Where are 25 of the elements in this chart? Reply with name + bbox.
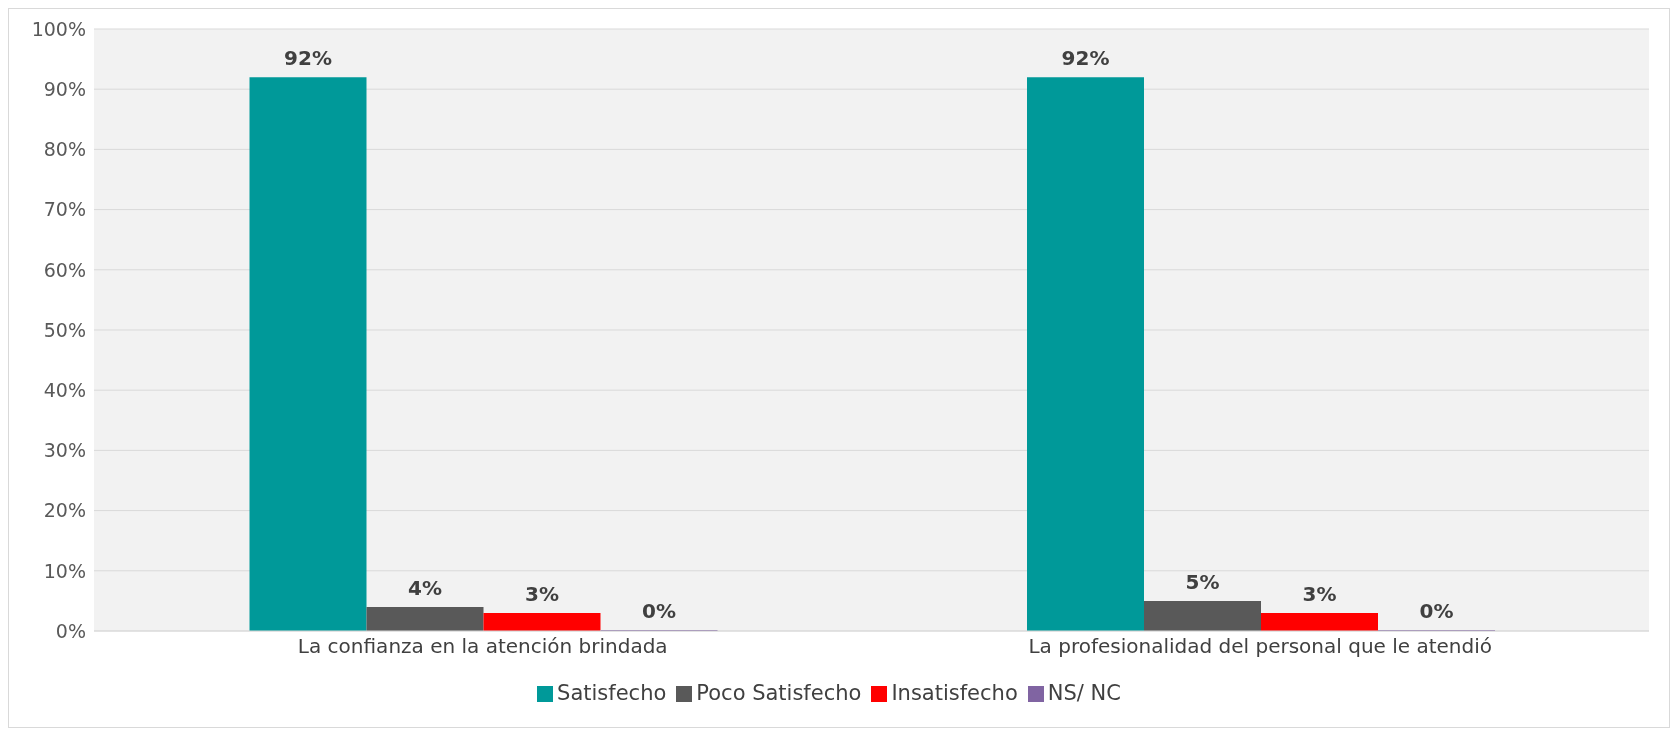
legend-label: Insatisfecho <box>891 681 1018 705</box>
data-label: 92% <box>284 46 332 71</box>
data-label: 3% <box>1302 581 1337 606</box>
legend-label: Poco Satisfecho <box>696 681 862 705</box>
y-tick-label: 80% <box>43 138 86 161</box>
data-label: 5% <box>1185 569 1220 594</box>
x-tick-label: La profesionalidad del personal que le atendió <box>1028 634 1493 659</box>
data-label: 0% <box>1419 599 1454 623</box>
y-tick-label: 30% <box>43 439 86 462</box>
y-tick-label: 60% <box>43 258 86 281</box>
data-label: 4% <box>408 575 442 600</box>
data-label: 92% <box>1061 46 1110 71</box>
y-tick-label: 70% <box>43 198 86 221</box>
legend-label: NS/ NC <box>1047 681 1121 705</box>
y-tick-label: 90% <box>43 77 86 100</box>
x-tick-label: La confianza en la atención brindada <box>297 634 668 659</box>
y-tick-label: 100% <box>31 17 86 40</box>
y-tick-label: 50% <box>43 318 86 341</box>
legend-label: Satisfecho <box>557 681 667 705</box>
y-tick-label: 20% <box>43 499 86 522</box>
data-label: 3% <box>525 581 559 606</box>
data-label: 0% <box>642 599 676 623</box>
y-tick-label: 0% <box>55 619 86 642</box>
y-tick-label: 10% <box>43 559 86 582</box>
y-tick-label: 40% <box>43 378 86 401</box>
